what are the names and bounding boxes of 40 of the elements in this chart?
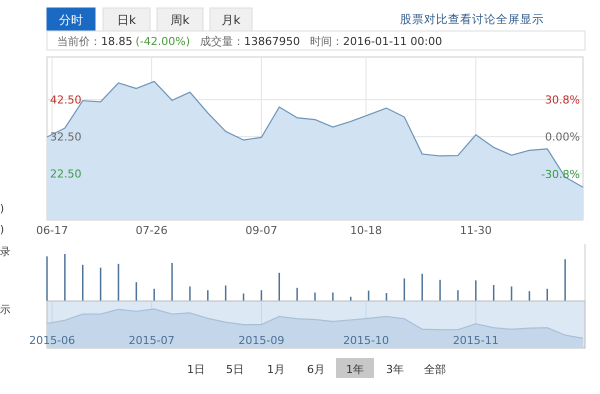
text: 3年: [386, 363, 404, 376]
text: 5日: [226, 363, 244, 376]
text: 当前价：: [57, 35, 101, 48]
x-tick-label: 2015-10: [343, 334, 390, 347]
text: ): [0, 224, 4, 236]
text: 查看讨论: [448, 12, 496, 26]
text: 18.85: [101, 35, 132, 48]
x-tick-label: 06-17: [36, 224, 68, 237]
text: 示: [0, 304, 11, 316]
text: 时间：: [310, 35, 343, 48]
x-tick-label: 2015-07: [128, 334, 175, 347]
text: 6月: [307, 363, 325, 376]
text: 日k: [117, 13, 136, 27]
y2-tick-label: 0.00%: [545, 130, 580, 144]
text: 1日: [187, 363, 205, 376]
text: 全部: [424, 363, 446, 376]
x-tick-label: 2015-06: [29, 334, 76, 347]
text: 成交量：: [200, 35, 244, 48]
text: 股票对比: [400, 12, 448, 26]
x-tick-label: 07-26: [136, 224, 168, 237]
x-tick-label: 2015-09: [238, 334, 284, 347]
y-tick-label: 42.50: [50, 94, 82, 107]
text: 1月: [267, 363, 285, 376]
x-tick-label: 11-30: [460, 224, 492, 237]
x-tick-label: 2015-11: [452, 334, 499, 347]
text: 周k: [170, 13, 190, 27]
text: 13867950: [244, 35, 300, 48]
text: 分时: [59, 13, 83, 27]
text: 月k: [222, 13, 241, 27]
text: 全屏显示: [496, 12, 544, 26]
text: ): [0, 203, 4, 215]
text: 1年: [346, 363, 364, 376]
x-tick-label: 10-18: [350, 224, 382, 237]
y-tick-label: 22.50: [50, 168, 82, 181]
text: (-42.00%): [136, 35, 190, 48]
y-tick-label: 32.50: [50, 130, 82, 144]
text: 2016-01-11 00:00: [343, 35, 442, 48]
y2-tick-label: 30.8%: [545, 94, 580, 107]
x-tick-label: 09-07: [245, 224, 278, 237]
text: 录: [0, 246, 11, 258]
